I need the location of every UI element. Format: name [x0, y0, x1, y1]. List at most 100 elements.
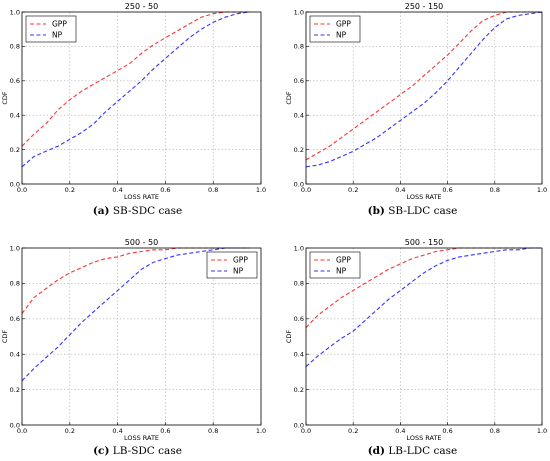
y-tick-label: 0.4	[10, 351, 20, 359]
x-tick-label: 0.0	[17, 186, 27, 194]
chart-title: 250 - 50	[125, 2, 158, 11]
x-tick-label: 0.2	[65, 427, 75, 435]
caption-text: LB-SDC case	[109, 445, 182, 457]
caption-text: SB-LDC case	[384, 205, 458, 217]
x-tick-label: 1.0	[256, 186, 266, 194]
x-tick-label: 0.8	[490, 186, 500, 194]
x-axis-label: LOSS RATE	[406, 434, 441, 442]
x-tick-label: 0.0	[301, 427, 311, 435]
y-tick-label: 0.6	[10, 77, 20, 85]
legend-label: NP	[233, 267, 244, 276]
y-tick-label: 0.0	[10, 421, 20, 429]
y-tick-label: 1.0	[294, 244, 304, 252]
y-axis-label: CDF	[1, 91, 9, 105]
x-tick-label: 0.6	[160, 186, 170, 194]
subfigure-caption: (a) SB-SDC case	[0, 205, 275, 217]
x-tick-label: 1.0	[537, 186, 547, 194]
series-line-gpp	[21, 11, 249, 147]
legend-label: GPP	[336, 256, 351, 265]
y-tick-label: 0.2	[294, 146, 304, 154]
x-tick-label: 0.4	[112, 186, 122, 194]
y-tick-label: 0.4	[294, 351, 304, 359]
caption-text: LB-LDC case	[385, 445, 458, 457]
y-tick-label: 0.0	[294, 421, 304, 429]
y-tick-label: 0.0	[10, 180, 20, 188]
legend-label: NP	[336, 31, 347, 40]
y-tick-label: 0.6	[294, 315, 304, 323]
legend: GPP NP	[25, 15, 77, 43]
plot-frame	[21, 11, 262, 185]
legend-box	[25, 15, 77, 43]
y-axis-label: CDF	[285, 91, 293, 105]
chart-panel-2: 0.0 0.2 0.4 0.6 0.8 1.0 0.0 0.2 0.4 0.6 0.8 1.0 250 …	[285, 2, 547, 201]
caption-label: (a)	[92, 205, 110, 217]
x-tick-label: 0.8	[490, 427, 500, 435]
x-tick-label: 0.0	[17, 427, 27, 435]
plot-frame	[305, 11, 543, 185]
series-line-np	[305, 247, 542, 368]
x-tick-label: 0.6	[442, 427, 452, 435]
plot-frame	[305, 247, 543, 426]
y-tick-label: 0.2	[10, 386, 20, 394]
legend-box	[309, 15, 361, 43]
y-tick-label: 0.8	[10, 280, 20, 288]
series-line-gpp	[305, 11, 542, 161]
chart-title: 500 - 50	[125, 238, 158, 247]
legend-label: GPP	[336, 20, 351, 29]
x-tick-label: 0.6	[160, 427, 170, 435]
legend: GPP NP	[309, 15, 361, 43]
y-axis-label: CDF	[285, 330, 293, 344]
y-tick-label: 0.6	[294, 77, 304, 85]
series-line-np	[21, 247, 249, 382]
chart-title: 500 - 150	[405, 238, 444, 247]
series-line-np	[305, 11, 543, 168]
y-tick-label: 0.2	[10, 146, 20, 154]
y-tick-label: 0.8	[294, 43, 304, 51]
x-tick-label: 0.4	[395, 427, 405, 435]
plot-frame	[21, 247, 262, 426]
x-tick-label: 0.2	[348, 427, 358, 435]
legend-label: GPP	[52, 20, 67, 29]
legend-label: NP	[52, 31, 63, 40]
x-tick-label: 0.0	[301, 186, 311, 194]
y-axis-label: CDF	[1, 330, 9, 344]
y-tick-label: 1.0	[294, 8, 304, 16]
y-tick-label: 0.6	[10, 315, 20, 323]
caption-label: (b)	[367, 205, 385, 217]
legend-box	[206, 251, 258, 279]
x-tick-label: 0.6	[442, 186, 452, 194]
caption-label: (d)	[367, 445, 385, 457]
x-axis-label: LOSS RATE	[406, 193, 441, 201]
legend-label: GPP	[233, 256, 248, 265]
x-tick-label: 1.0	[537, 427, 547, 435]
subfigure-caption: (d) LB-LDC case	[275, 445, 550, 457]
chart-panel-3: 0.0 0.2 0.4 0.6 0.8 1.0 0.0 0.2 0.4 0.6 0.8 1.0 500 …	[1, 238, 266, 442]
x-tick-label: 1.0	[256, 427, 266, 435]
chart-panel-4: 0.0 0.2 0.4 0.6 0.8 1.0 0.0 0.2 0.4 0.6 0.8 1.0 500 …	[285, 238, 547, 442]
chart-panel-1: 0.0 0.2 0.4 0.6 0.8 1.0 0.0 0.2 0.4 0.6 0.8 1.0 250 …	[1, 2, 266, 201]
caption-label: (c)	[93, 445, 110, 457]
y-tick-label: 1.0	[10, 8, 20, 16]
y-tick-label: 0.0	[294, 180, 304, 188]
x-axis-label: LOSS RATE	[124, 434, 159, 442]
legend: GPP NP	[206, 251, 258, 279]
legend-label: NP	[336, 267, 347, 276]
x-axis-label: LOSS RATE	[124, 193, 159, 201]
y-tick-label: 0.4	[294, 112, 304, 120]
x-tick-label: 0.4	[395, 186, 405, 194]
legend: GPP NP	[309, 251, 361, 279]
caption-text: SB-SDC case	[109, 205, 183, 217]
chart-title: 250 - 150	[405, 2, 444, 11]
y-tick-label: 0.8	[294, 280, 304, 288]
x-tick-label: 0.4	[112, 427, 122, 435]
legend-box	[309, 251, 361, 279]
x-tick-label: 0.8	[208, 186, 218, 194]
x-tick-label: 0.8	[208, 427, 218, 435]
y-tick-label: 0.8	[10, 43, 20, 51]
subfigure-caption: (c) LB-SDC case	[0, 445, 275, 457]
subfigure-caption: (b) SB-LDC case	[275, 205, 550, 217]
y-tick-label: 1.0	[10, 244, 20, 252]
x-tick-label: 0.2	[65, 186, 75, 194]
y-tick-label: 0.4	[10, 112, 20, 120]
